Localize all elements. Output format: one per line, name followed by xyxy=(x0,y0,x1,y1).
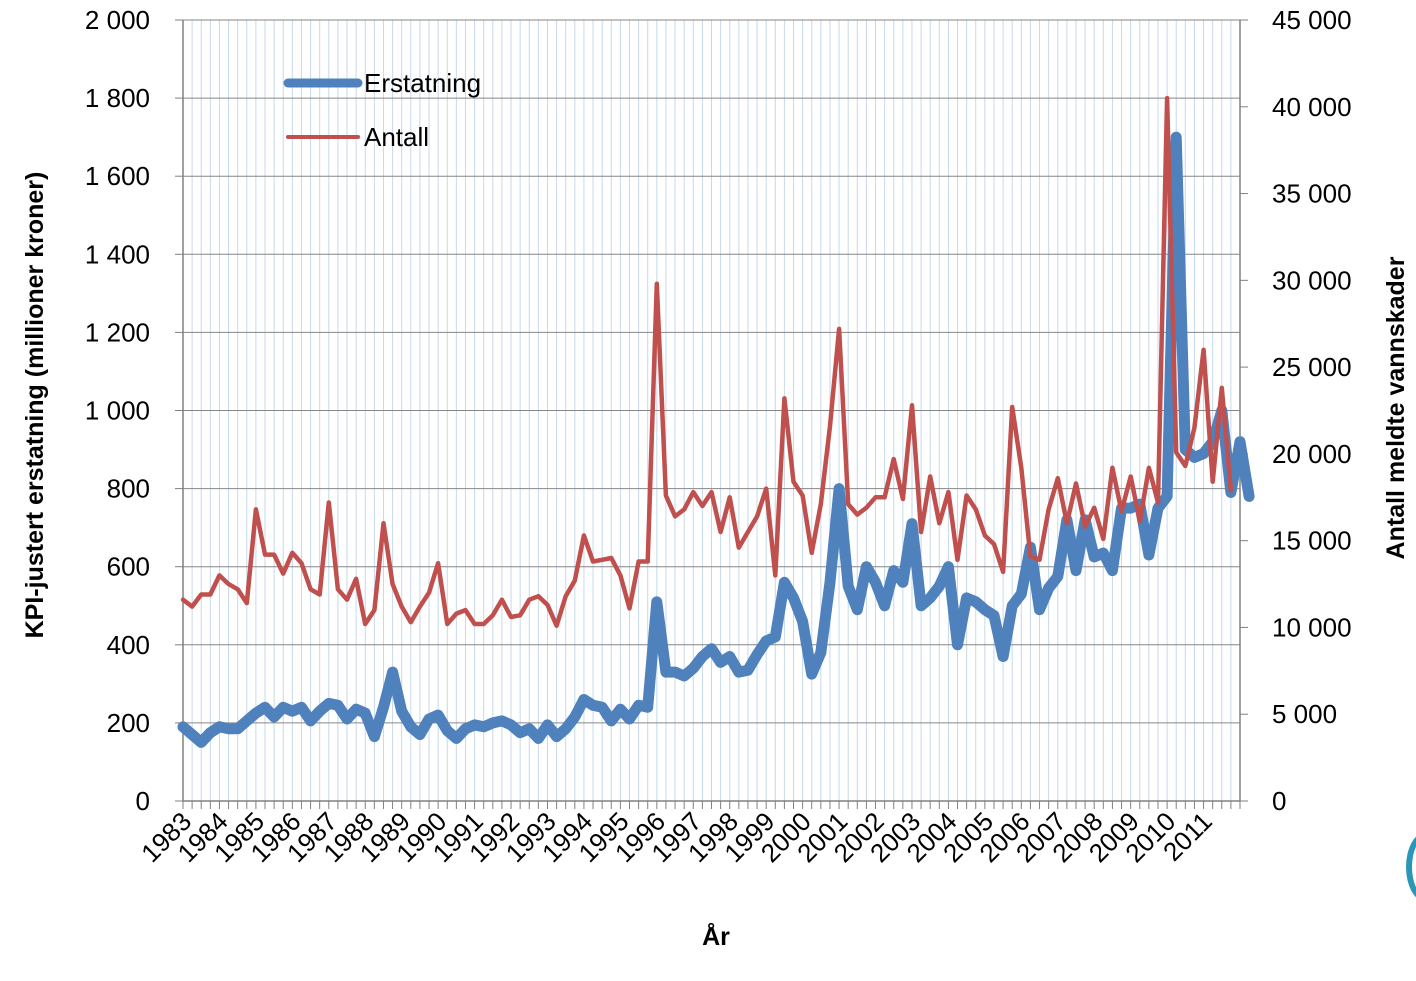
series-line-antall xyxy=(180,95,1234,628)
left-y-tick-label: 800 xyxy=(107,474,150,504)
left-y-tick-label: 600 xyxy=(107,552,150,582)
right-y-tick-label: 20 000 xyxy=(1272,439,1352,469)
left-y-tick-label: 1 800 xyxy=(85,83,150,113)
right-y-tick-labels: 0 5 000 10 000 15 000 20 000 25 000 30 000 35 0… xyxy=(1240,5,1352,816)
right-y-tick-label: 40 000 xyxy=(1272,92,1352,122)
right-y-tick-label: 35 000 xyxy=(1272,179,1352,209)
right-y-tick-label: 45 000 xyxy=(1272,5,1352,35)
left-y-tick-labels: 0 200 400 600 800 1 000 1 200 1 400 1 600 1 800 2 … xyxy=(85,5,183,816)
left-y-tick-label: 400 xyxy=(107,630,150,660)
left-y-tick-label: 1 400 xyxy=(85,239,150,269)
left-y-tick-label: 200 xyxy=(107,708,150,738)
left-y-tick-label: 1 600 xyxy=(85,161,150,191)
right-y-tick-label: 25 000 xyxy=(1272,352,1352,382)
left-y-tick-label: 2 000 xyxy=(85,5,150,35)
x-minor-ticks xyxy=(182,801,1241,809)
series-line-erstatning xyxy=(177,131,1255,748)
left-y-tick-label: 1 200 xyxy=(85,317,150,347)
series-lines xyxy=(177,95,1255,748)
left-y-tick-label: 1 000 xyxy=(85,396,150,426)
y-right-axis-title: Antall meldte vannskader xyxy=(1382,256,1410,559)
x-tick-labels: 1983198419851986198719881989199019911992… xyxy=(135,806,1218,868)
right-y-tick-label: 10 000 xyxy=(1272,612,1352,642)
legend-erstatning-label: Erstatning xyxy=(364,68,481,98)
legend: Erstatning Antall xyxy=(283,68,481,152)
right-y-tick-label: 15 000 xyxy=(1272,526,1352,556)
left-y-tick-label: 0 xyxy=(136,786,150,816)
right-y-tick-label: 30 000 xyxy=(1272,265,1352,295)
right-y-tick-label: 0 xyxy=(1272,786,1286,816)
right-y-tick-label: 5 000 xyxy=(1272,699,1337,729)
legend-antall-label: Antall xyxy=(364,122,429,152)
x-axis-title: År xyxy=(702,922,730,951)
y-left-axis-title: KPI-justert erstatning (millioner kroner… xyxy=(21,172,49,639)
